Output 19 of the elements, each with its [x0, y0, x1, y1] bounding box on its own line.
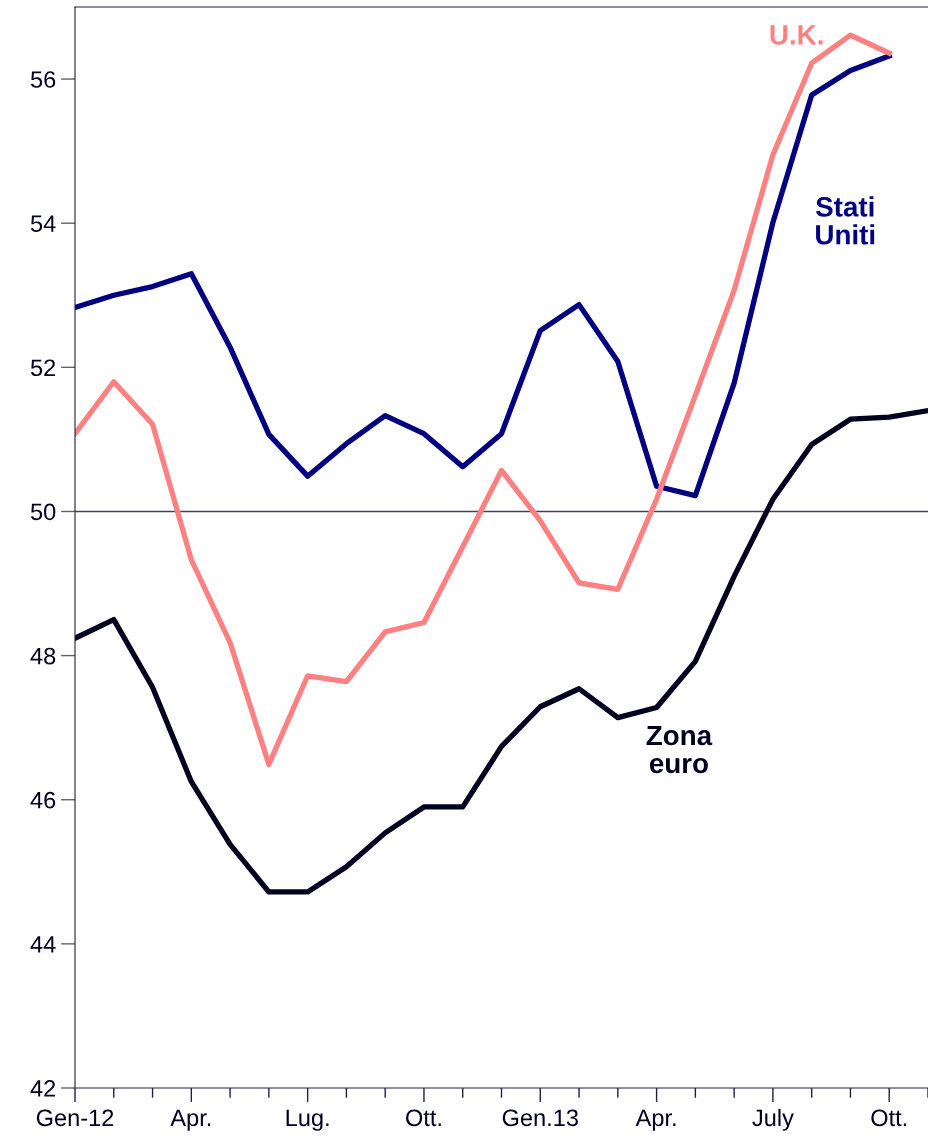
x-tick-label: Gen-12 — [36, 1109, 114, 1127]
y-tick-label: 52 — [30, 359, 56, 377]
y-tick-label: 46 — [30, 791, 56, 809]
y-tick-label: 48 — [30, 647, 56, 665]
x-tick-label: Apr. — [635, 1109, 676, 1131]
series-label: Zona euro — [646, 725, 713, 774]
x-tick-label: Apr. — [170, 1109, 211, 1131]
x-tick-label: Ott. — [406, 1109, 441, 1127]
y-tick-label: 44 — [30, 936, 56, 953]
x-tick-label: July — [752, 1108, 794, 1131]
y-tick-label: 50 — [30, 503, 56, 521]
x-tick-label: Lug. — [286, 1109, 329, 1131]
x-tick-label: Gen.13 — [502, 1109, 578, 1127]
series-label: U.K. — [770, 25, 823, 45]
series-label: Stati Uniti — [815, 196, 875, 245]
y-tick-label: 54 — [30, 215, 56, 232]
y-tick-label: 42 — [30, 1080, 56, 1097]
x-tick-label: Ott. — [871, 1109, 907, 1127]
y-tick-label: 56 — [30, 71, 56, 88]
